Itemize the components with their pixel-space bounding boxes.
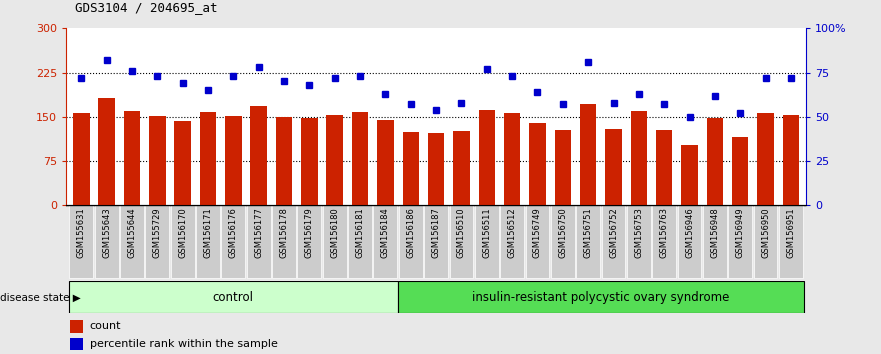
Bar — [123, 111, 140, 205]
Bar — [627, 205, 651, 278]
Bar — [500, 205, 524, 278]
Text: GSM156180: GSM156180 — [330, 207, 339, 258]
Text: GSM156178: GSM156178 — [279, 207, 289, 258]
Text: GSM155643: GSM155643 — [102, 207, 111, 258]
Text: GSM156170: GSM156170 — [178, 207, 187, 258]
Text: GSM156750: GSM156750 — [559, 207, 567, 258]
Text: percentile rank within the sample: percentile rank within the sample — [90, 339, 278, 349]
Text: count: count — [90, 321, 122, 331]
Bar — [526, 205, 550, 278]
Text: GSM155729: GSM155729 — [152, 207, 162, 258]
Bar — [652, 205, 676, 278]
Text: GSM156184: GSM156184 — [381, 207, 390, 258]
Text: GSM156511: GSM156511 — [482, 207, 492, 258]
Bar — [707, 118, 723, 205]
Bar — [301, 118, 318, 205]
Text: GSM156512: GSM156512 — [507, 207, 516, 258]
Bar — [403, 132, 419, 205]
Text: GSM156186: GSM156186 — [406, 207, 415, 258]
Bar — [196, 205, 220, 278]
Bar — [475, 205, 499, 278]
Text: GDS3104 / 204695_at: GDS3104 / 204695_at — [75, 1, 218, 14]
Bar — [453, 131, 470, 205]
Bar — [95, 205, 119, 278]
Bar — [428, 133, 444, 205]
Text: GSM156950: GSM156950 — [761, 207, 770, 258]
Bar — [424, 205, 448, 278]
Bar — [478, 110, 495, 205]
Text: GSM156171: GSM156171 — [204, 207, 212, 258]
Text: GSM156752: GSM156752 — [609, 207, 618, 258]
Text: GSM156749: GSM156749 — [533, 207, 542, 258]
Bar — [73, 113, 90, 205]
Bar — [70, 205, 93, 278]
Text: GSM156951: GSM156951 — [787, 207, 796, 258]
Text: GSM156181: GSM156181 — [356, 207, 365, 258]
Bar — [504, 113, 521, 205]
Text: GSM156753: GSM156753 — [634, 207, 643, 258]
Bar — [374, 205, 397, 278]
Bar — [602, 205, 626, 278]
Bar — [171, 205, 195, 278]
Bar — [327, 115, 343, 205]
Text: GSM155644: GSM155644 — [128, 207, 137, 258]
Bar — [554, 130, 571, 205]
Bar — [276, 117, 292, 205]
Bar — [247, 205, 270, 278]
Text: control: control — [213, 291, 254, 304]
Bar — [322, 205, 346, 278]
Text: GSM156946: GSM156946 — [685, 207, 694, 258]
Bar — [352, 112, 368, 205]
Bar — [576, 205, 600, 278]
Text: GSM156179: GSM156179 — [305, 207, 314, 258]
Bar — [703, 205, 727, 278]
Text: GSM156949: GSM156949 — [736, 207, 744, 258]
Bar — [449, 205, 473, 278]
Text: GSM155631: GSM155631 — [77, 207, 85, 258]
Bar — [753, 205, 777, 278]
Bar — [272, 205, 296, 278]
Bar — [782, 115, 799, 205]
Text: GSM156510: GSM156510 — [457, 207, 466, 258]
Bar — [758, 113, 774, 205]
Text: GSM156187: GSM156187 — [432, 207, 440, 258]
Text: GSM156176: GSM156176 — [229, 207, 238, 258]
Bar — [729, 205, 752, 278]
Bar — [605, 129, 622, 205]
Text: GSM156751: GSM156751 — [583, 207, 593, 258]
Bar — [221, 205, 245, 278]
Bar — [399, 205, 423, 278]
Bar — [200, 112, 216, 205]
Bar — [681, 144, 698, 205]
Bar — [348, 205, 372, 278]
Bar — [580, 104, 596, 205]
Bar — [677, 205, 701, 278]
Bar — [149, 116, 166, 205]
Bar — [70, 338, 83, 350]
Text: GSM156177: GSM156177 — [255, 207, 263, 258]
Bar — [551, 205, 574, 278]
Bar — [70, 320, 83, 333]
Bar — [656, 130, 672, 205]
Bar — [529, 123, 545, 205]
Bar — [779, 205, 803, 278]
Bar — [174, 121, 191, 205]
Bar — [145, 205, 169, 278]
Bar — [298, 205, 322, 278]
Text: GSM156948: GSM156948 — [710, 207, 720, 258]
Bar — [250, 106, 267, 205]
Bar — [631, 111, 647, 205]
Text: disease state ▶: disease state ▶ — [0, 292, 81, 302]
Text: insulin-resistant polycystic ovary syndrome: insulin-resistant polycystic ovary syndr… — [472, 291, 729, 304]
Bar — [69, 281, 398, 313]
Bar — [120, 205, 144, 278]
Bar — [99, 98, 115, 205]
Bar — [377, 120, 394, 205]
Bar — [398, 281, 803, 313]
Bar — [226, 116, 241, 205]
Bar — [732, 137, 749, 205]
Text: GSM156763: GSM156763 — [660, 207, 669, 258]
